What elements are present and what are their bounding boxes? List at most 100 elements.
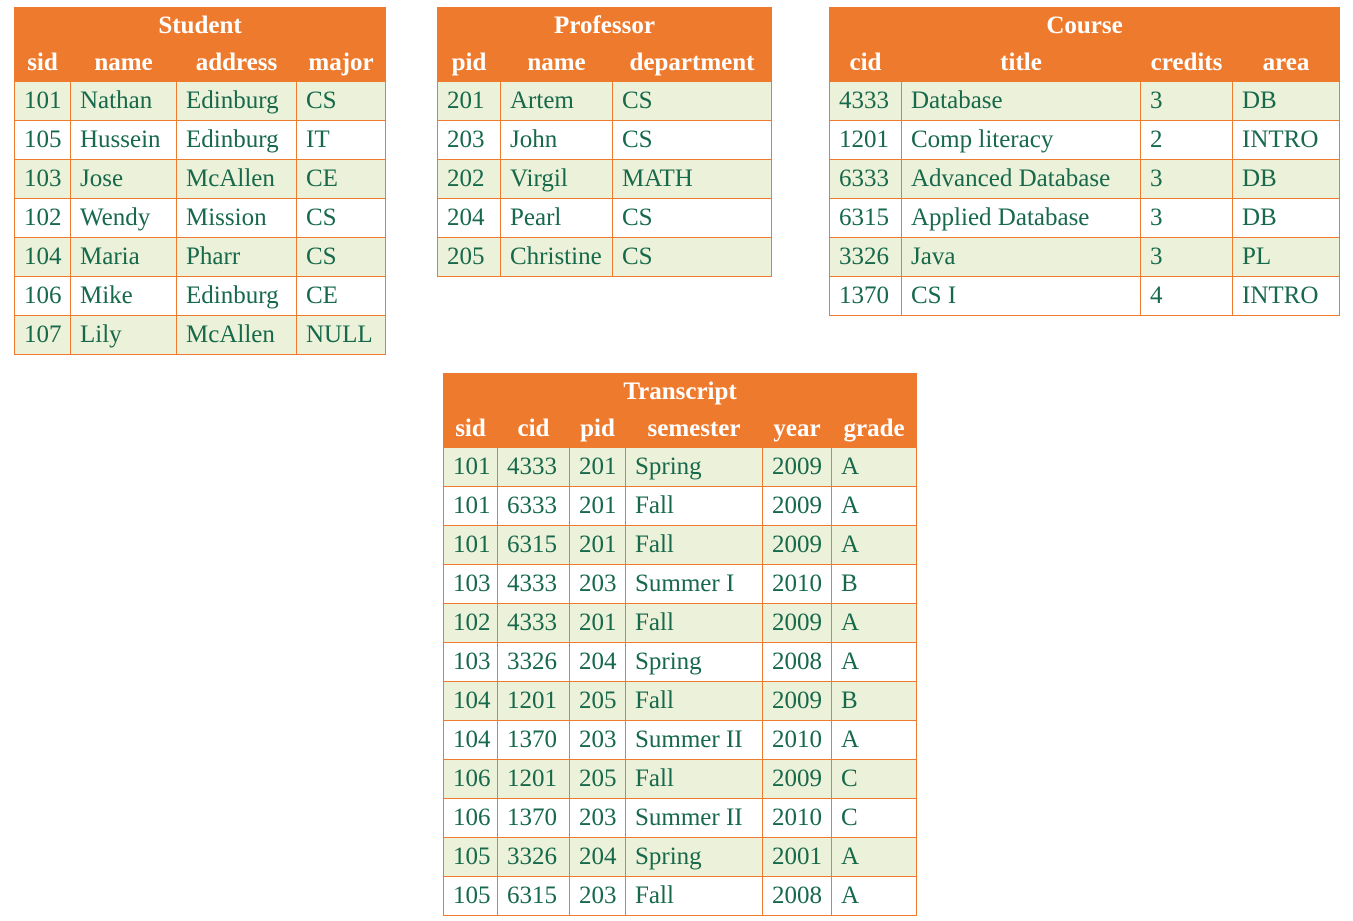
student-cell-name: Nathan xyxy=(70,81,177,121)
course-table-row: 6333 Advanced Database 3 DB xyxy=(829,159,1341,199)
course-table-title: Course xyxy=(828,7,1341,45)
transcript-cell-pid: 201 xyxy=(569,486,626,526)
course-cell-title: Applied Database xyxy=(901,198,1141,238)
transcript-cell-cid: 6315 xyxy=(497,876,570,916)
transcript-cell-pid: 205 xyxy=(569,681,626,721)
transcript-title-row: Transcript xyxy=(442,373,918,411)
transcript-cell-pid: 204 xyxy=(569,837,626,877)
professor-cell-department: CS xyxy=(612,237,772,277)
professor-cell-name: Artem xyxy=(500,81,613,121)
transcript-cell-pid: 205 xyxy=(569,759,626,799)
transcript-cell-grade: B xyxy=(830,564,918,604)
course-col-header-area: area xyxy=(1231,44,1341,82)
transcript-cell-cid: 3326 xyxy=(497,642,570,682)
transcript-cell-sid: 104 xyxy=(443,720,498,760)
professor-table-row: 204 Pearl CS xyxy=(437,198,772,238)
course-cell-cid: 3326 xyxy=(829,237,902,277)
transcript-col-header-cid: cid xyxy=(497,410,570,448)
transcript-cell-year: 2010 xyxy=(762,720,832,760)
transcript-cell-cid: 1370 xyxy=(497,798,570,838)
professor-cell-name: Pearl xyxy=(500,198,613,238)
transcript-cell-pid: 204 xyxy=(569,642,626,682)
course-cell-cid: 6333 xyxy=(829,159,902,199)
student-cell-address: McAllen xyxy=(176,315,297,355)
course-cell-credits: 2 xyxy=(1140,120,1233,160)
student-table: Student sid name address major 101 Nathan Edi… xyxy=(14,7,386,355)
transcript-cell-pid: 203 xyxy=(569,564,626,604)
transcript-cell-year: 2001 xyxy=(762,837,832,877)
professor-cell-pid: 203 xyxy=(437,120,501,160)
course-column-header-row: cid title credits area xyxy=(829,44,1341,82)
transcript-cell-sid: 103 xyxy=(443,642,498,682)
transcript-cell-cid: 4333 xyxy=(497,447,570,487)
student-cell-sid: 107 xyxy=(14,315,71,355)
transcript-col-header-sid: sid xyxy=(443,410,498,448)
transcript-cell-pid: 201 xyxy=(569,603,626,643)
course-table-row: 6315 Applied Database 3 DB xyxy=(829,198,1341,238)
student-cell-major: CS xyxy=(296,237,386,277)
professor-title-row: Professor xyxy=(437,7,772,45)
course-table-body: 4333 Database 3 DB 1201 Comp literacy 2 INTRO 63… xyxy=(829,81,1341,316)
transcript-cell-grade: C xyxy=(830,759,918,799)
student-cell-name: Jose xyxy=(70,159,177,199)
transcript-col-header-year: year xyxy=(762,410,832,448)
transcript-cell-sid: 101 xyxy=(443,525,498,565)
transcript-table-title: Transcript xyxy=(442,373,918,411)
course-cell-title: Java xyxy=(901,237,1141,277)
transcript-cell-grade: A xyxy=(830,486,918,526)
transcript-col-header-semester: semester xyxy=(625,410,763,448)
course-cell-credits: 4 xyxy=(1140,276,1233,316)
student-col-header-major: major xyxy=(296,44,386,82)
student-cell-sid: 103 xyxy=(14,159,71,199)
student-cell-address: Mission xyxy=(176,198,297,238)
professor-cell-name: John xyxy=(500,120,613,160)
transcript-cell-grade: A xyxy=(830,837,918,877)
professor-table-row: 203 John CS xyxy=(437,120,772,160)
transcript-cell-semester: Fall xyxy=(625,876,763,916)
transcript-cell-sid: 101 xyxy=(443,447,498,487)
course-col-header-title: title xyxy=(901,44,1141,82)
transcript-cell-grade: A xyxy=(830,447,918,487)
transcript-cell-semester: Fall xyxy=(625,486,763,526)
student-table-row: 106 Mike Edinburg CE xyxy=(14,276,386,316)
student-cell-name: Lily xyxy=(70,315,177,355)
student-column-header-row: sid name address major xyxy=(14,44,386,82)
student-cell-major: CS xyxy=(296,198,386,238)
transcript-cell-year: 2008 xyxy=(762,642,832,682)
professor-cell-pid: 201 xyxy=(437,81,501,121)
transcript-cell-cid: 1201 xyxy=(497,681,570,721)
student-cell-major: CS xyxy=(296,81,386,121)
professor-table-row: 201 Artem CS xyxy=(437,81,772,121)
transcript-cell-cid: 1201 xyxy=(497,759,570,799)
transcript-cell-cid: 4333 xyxy=(497,603,570,643)
student-cell-sid: 105 xyxy=(14,120,71,160)
student-cell-name: Hussein xyxy=(70,120,177,160)
course-title-row: Course xyxy=(828,7,1341,45)
student-cell-address: Edinburg xyxy=(176,120,297,160)
transcript-table-row: 103 3326 204 Spring 2008 A xyxy=(443,642,918,682)
transcript-cell-sid: 101 xyxy=(443,486,498,526)
transcript-table-row: 104 1370 203 Summer II 2010 A xyxy=(443,720,918,760)
course-cell-cid: 1201 xyxy=(829,120,902,160)
student-cell-address: Edinburg xyxy=(176,81,297,121)
transcript-cell-sid: 103 xyxy=(443,564,498,604)
transcript-cell-sid: 104 xyxy=(443,681,498,721)
transcript-table-row: 103 4333 203 Summer I 2010 B xyxy=(443,564,918,604)
student-cell-major: IT xyxy=(296,120,386,160)
transcript-table-row: 105 3326 204 Spring 2001 A xyxy=(443,837,918,877)
student-cell-address: McAllen xyxy=(176,159,297,199)
professor-cell-pid: 204 xyxy=(437,198,501,238)
student-table-row: 107 Lily McAllen NULL xyxy=(14,315,386,355)
course-cell-cid: 4333 xyxy=(829,81,902,121)
professor-table-row: 202 Virgil MATH xyxy=(437,159,772,199)
student-cell-major: CE xyxy=(296,276,386,316)
course-cell-cid: 1370 xyxy=(829,276,902,316)
transcript-table-row: 105 6315 203 Fall 2008 A xyxy=(443,876,918,916)
course-cell-title: Advanced Database xyxy=(901,159,1141,199)
student-table-row: 105 Hussein Edinburg IT xyxy=(14,120,386,160)
student-table-row: 103 Jose McAllen CE xyxy=(14,159,386,199)
professor-column-header-row: pid name department xyxy=(437,44,772,82)
transcript-cell-semester: Fall xyxy=(625,525,763,565)
student-cell-major: CE xyxy=(296,159,386,199)
student-cell-address: Pharr xyxy=(176,237,297,277)
